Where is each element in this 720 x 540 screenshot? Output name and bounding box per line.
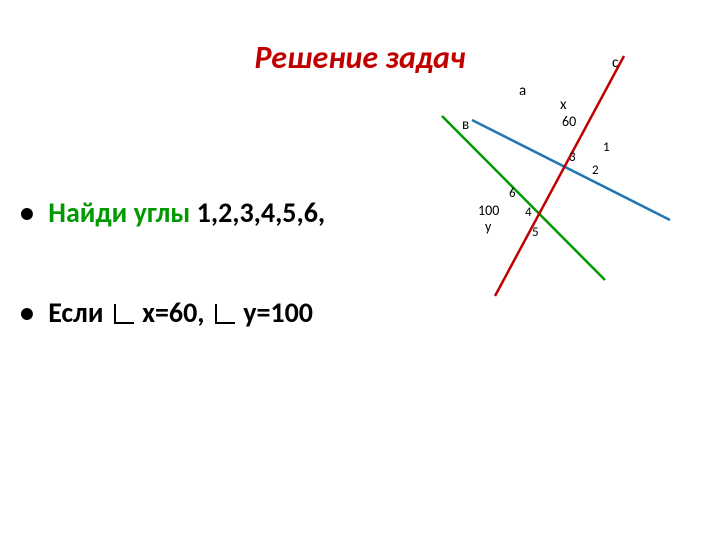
diagram-label-n2: 2 (592, 163, 599, 178)
line-c (495, 56, 624, 296)
bullet2-yval: =100 (256, 295, 313, 330)
diagram-label-a: а (519, 82, 526, 100)
diagram-label-xv: 60 (562, 113, 576, 130)
bullet-dot-icon: • (20, 295, 34, 330)
angle-icon (213, 304, 235, 324)
diagram-label-yv: 100 (478, 202, 499, 219)
bullet2-xval: =60, (155, 295, 205, 330)
bullet2-xlabel: х (142, 295, 155, 330)
diagram-label-xlbl: х (560, 96, 567, 114)
geometry-diagram (0, 0, 720, 540)
diagram-label-c: с (612, 54, 618, 72)
diagram-label-n3: 3 (569, 150, 576, 165)
line-a (472, 120, 670, 220)
title-text: Решение задач (254, 38, 465, 77)
bullet-dot-icon: • (20, 195, 34, 230)
angle-icon (112, 304, 134, 324)
diagram-label-n4: 4 (525, 205, 532, 220)
diagram-label-b: в (462, 116, 469, 134)
bullet1-rest: 1,2,3,4,5,6, (197, 195, 325, 230)
bullet-given: • Если х=60, у=100 (20, 295, 313, 330)
diagram-label-n6: 6 (509, 186, 516, 201)
bullet1-prefix: Найди углы (48, 195, 196, 230)
bullet-find-angles: • Найди углы 1,2,3,4,5,6, (20, 195, 325, 230)
diagram-label-n1: 1 (603, 140, 610, 155)
bullet2-before: Если (48, 295, 109, 330)
diagram-label-n5: 5 (532, 225, 539, 240)
diagram-label-ylbl: у (485, 218, 491, 235)
line-b (442, 116, 605, 280)
bullet2-ylabel: у (243, 295, 256, 330)
